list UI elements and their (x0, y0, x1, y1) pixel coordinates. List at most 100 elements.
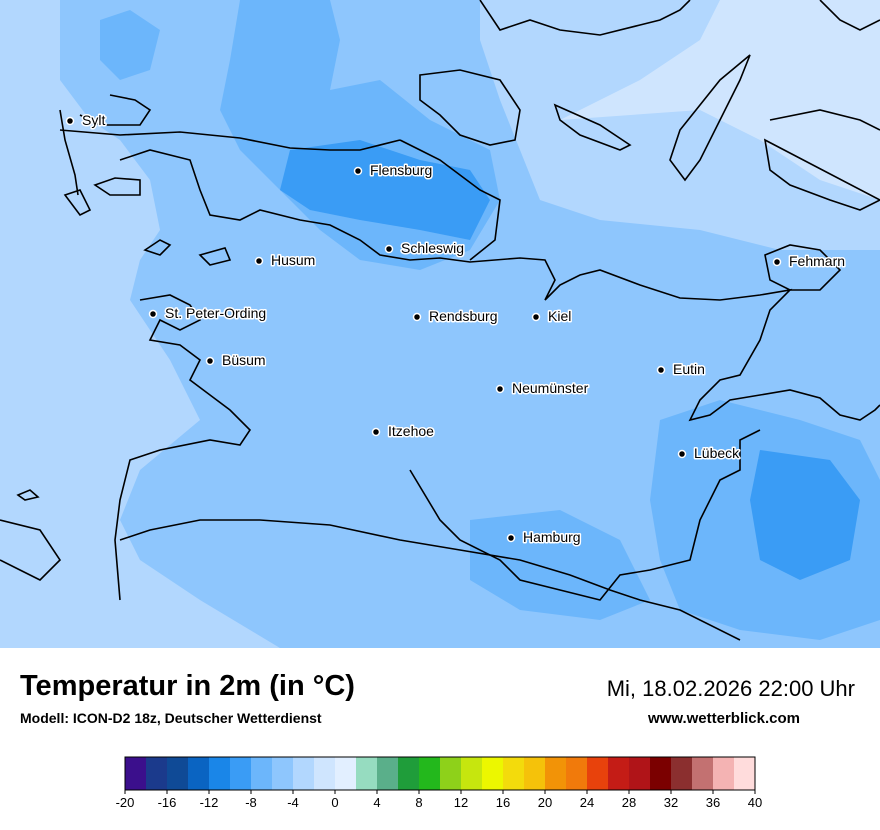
island-amrum (63, 189, 92, 217)
coastline-west (114, 294, 252, 601)
island-foehr (93, 177, 141, 196)
legend-tick-label: 16 (496, 795, 510, 810)
city-label: Flensburg (370, 162, 432, 178)
legend-swatch (440, 757, 462, 790)
legend-swatch (482, 757, 504, 790)
legend-swatch (209, 757, 231, 790)
temperature-map: Sylt Flensburg Husum Schleswig Fehmarn St. Pe… (0, 0, 880, 648)
city-dot (384, 244, 394, 254)
city-label: Lübeck (694, 445, 740, 461)
city-dot (353, 166, 363, 176)
island-aero (553, 103, 632, 151)
legend-tick-label: 24 (580, 795, 594, 810)
legend-tick-label: -12 (200, 795, 219, 810)
website-link[interactable]: www.wetterblick.com (648, 710, 800, 727)
coastlines (0, 0, 880, 641)
city-dot (677, 449, 687, 459)
city-label: Sylt (82, 112, 105, 128)
city-dot (65, 116, 75, 126)
city-dot (772, 257, 782, 267)
legend-swatch (188, 757, 210, 790)
city-dot (254, 256, 264, 266)
temperature-field-sea-west (0, 0, 280, 648)
legend-swatch (650, 757, 672, 790)
city-layer: Sylt Flensburg Husum Schleswig Fehmarn St. Pe… (65, 111, 847, 547)
island-nordstrand (198, 247, 232, 266)
legend-swatch (419, 757, 441, 790)
city-dot (506, 533, 516, 543)
legend-tick-label: 8 (415, 795, 422, 810)
legend-tick-label: 4 (373, 795, 380, 810)
island-pellworm (143, 239, 172, 256)
legend-swatch (314, 757, 336, 790)
legend-swatch (251, 757, 273, 790)
legend-swatch (377, 757, 399, 790)
temperature-field-sea-northeast (560, 0, 880, 200)
forecast-datetime: Mi, 18.02.2026 22:00 Uhr (606, 676, 855, 701)
map-title: Temperatur in 2m (in °C) (20, 670, 355, 702)
city-marker: Schleswig (384, 239, 466, 258)
city-marker: Hamburg (506, 528, 582, 547)
legend-swatch (230, 757, 252, 790)
legend-tick-label: 36 (706, 795, 720, 810)
legend-swatch (356, 757, 378, 790)
island-west-small (16, 489, 40, 501)
city-label: Fehmarn (789, 253, 845, 269)
legend-swatch (587, 757, 609, 790)
legend-swatch (545, 757, 567, 790)
city-marker: Sylt (65, 111, 107, 130)
legend-tick-label: -20 (116, 795, 135, 810)
legend-swatch (566, 757, 588, 790)
legend-tick-label: -4 (287, 795, 299, 810)
city-dot (371, 427, 381, 437)
schlei-fjord (399, 139, 501, 261)
legend-swatch (734, 757, 756, 790)
coastline-sylt (59, 94, 152, 196)
city-label: Rendsburg (429, 308, 498, 324)
legend-swatch (671, 757, 693, 790)
legend-swatch (398, 757, 420, 790)
city-dot (531, 312, 541, 322)
city-label: Hamburg (523, 529, 581, 545)
city-marker: Fehmarn (772, 252, 847, 271)
city-marker: Kiel (531, 307, 573, 326)
legend-swatch (461, 757, 483, 790)
danish-border (59, 129, 401, 151)
island-lolland (763, 109, 880, 211)
legend-tick-label: -16 (158, 795, 177, 810)
legend-tick-label: 28 (622, 795, 636, 810)
city-marker: Neumünster (495, 379, 590, 398)
legend-tick-label: 32 (664, 795, 678, 810)
city-marker: Husum (254, 251, 317, 270)
coastline-north-top (479, 0, 880, 36)
city-marker: Itzehoe (371, 422, 436, 441)
elbe-river (0, 519, 741, 641)
legend-ticks: -20 -16 -12 -8 -4 0 4 8 12 16 20 24 28 32 36 40 (116, 790, 762, 810)
legend-swatch (629, 757, 651, 790)
island-fehmarn (764, 244, 842, 291)
legend-swatch (503, 757, 525, 790)
city-label: Neumünster (512, 380, 589, 396)
legend-tick-label: 20 (538, 795, 552, 810)
color-legend: -20 -16 -12 -8 -4 0 4 8 12 16 20 24 28 32 36 40 (116, 756, 762, 810)
city-dot (656, 365, 666, 375)
temperature-field-core-flensburg (280, 140, 490, 240)
city-dot (205, 356, 215, 366)
legend-swatch (125, 757, 147, 790)
legend-swatch (335, 757, 357, 790)
island-alsen (419, 69, 521, 146)
legend-border (124, 756, 756, 791)
legend-swatch (713, 757, 735, 790)
legend-swatch (272, 757, 294, 790)
temperature-field-core-east (750, 450, 860, 580)
legend-swatch (692, 757, 714, 790)
legend-swatches (125, 757, 756, 790)
city-label: Itzehoe (388, 423, 434, 439)
legend-tick-label: 40 (748, 795, 762, 810)
legend-swatch (167, 757, 189, 790)
city-marker: Lübeck (677, 444, 742, 463)
legend-swatch (524, 757, 546, 790)
city-marker: Flensburg (353, 161, 434, 180)
city-dot (412, 312, 422, 322)
city-marker: St. Peter-Ording (148, 304, 268, 323)
